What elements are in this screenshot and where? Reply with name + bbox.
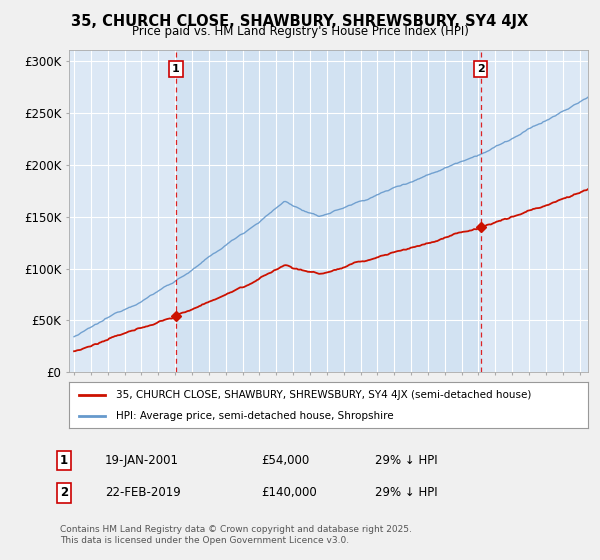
Text: 1: 1 (60, 454, 68, 467)
Text: 22-FEB-2019: 22-FEB-2019 (105, 486, 181, 500)
Text: 1: 1 (172, 64, 180, 74)
Text: Contains HM Land Registry data © Crown copyright and database right 2025.
This d: Contains HM Land Registry data © Crown c… (60, 525, 412, 545)
Text: 35, CHURCH CLOSE, SHAWBURY, SHREWSBURY, SY4 4JX (semi-detached house): 35, CHURCH CLOSE, SHAWBURY, SHREWSBURY, … (116, 390, 531, 400)
Text: 2: 2 (477, 64, 485, 74)
Text: 29% ↓ HPI: 29% ↓ HPI (375, 454, 437, 467)
Text: 35, CHURCH CLOSE, SHAWBURY, SHREWSBURY, SY4 4JX: 35, CHURCH CLOSE, SHAWBURY, SHREWSBURY, … (71, 14, 529, 29)
Bar (176, 50, 481, 372)
Text: 19-JAN-2001: 19-JAN-2001 (105, 454, 179, 467)
Text: 2: 2 (60, 486, 68, 500)
Text: £54,000: £54,000 (261, 454, 309, 467)
Text: £140,000: £140,000 (261, 486, 317, 500)
Text: HPI: Average price, semi-detached house, Shropshire: HPI: Average price, semi-detached house,… (116, 411, 394, 421)
Text: Price paid vs. HM Land Registry's House Price Index (HPI): Price paid vs. HM Land Registry's House … (131, 25, 469, 38)
Text: 29% ↓ HPI: 29% ↓ HPI (375, 486, 437, 500)
